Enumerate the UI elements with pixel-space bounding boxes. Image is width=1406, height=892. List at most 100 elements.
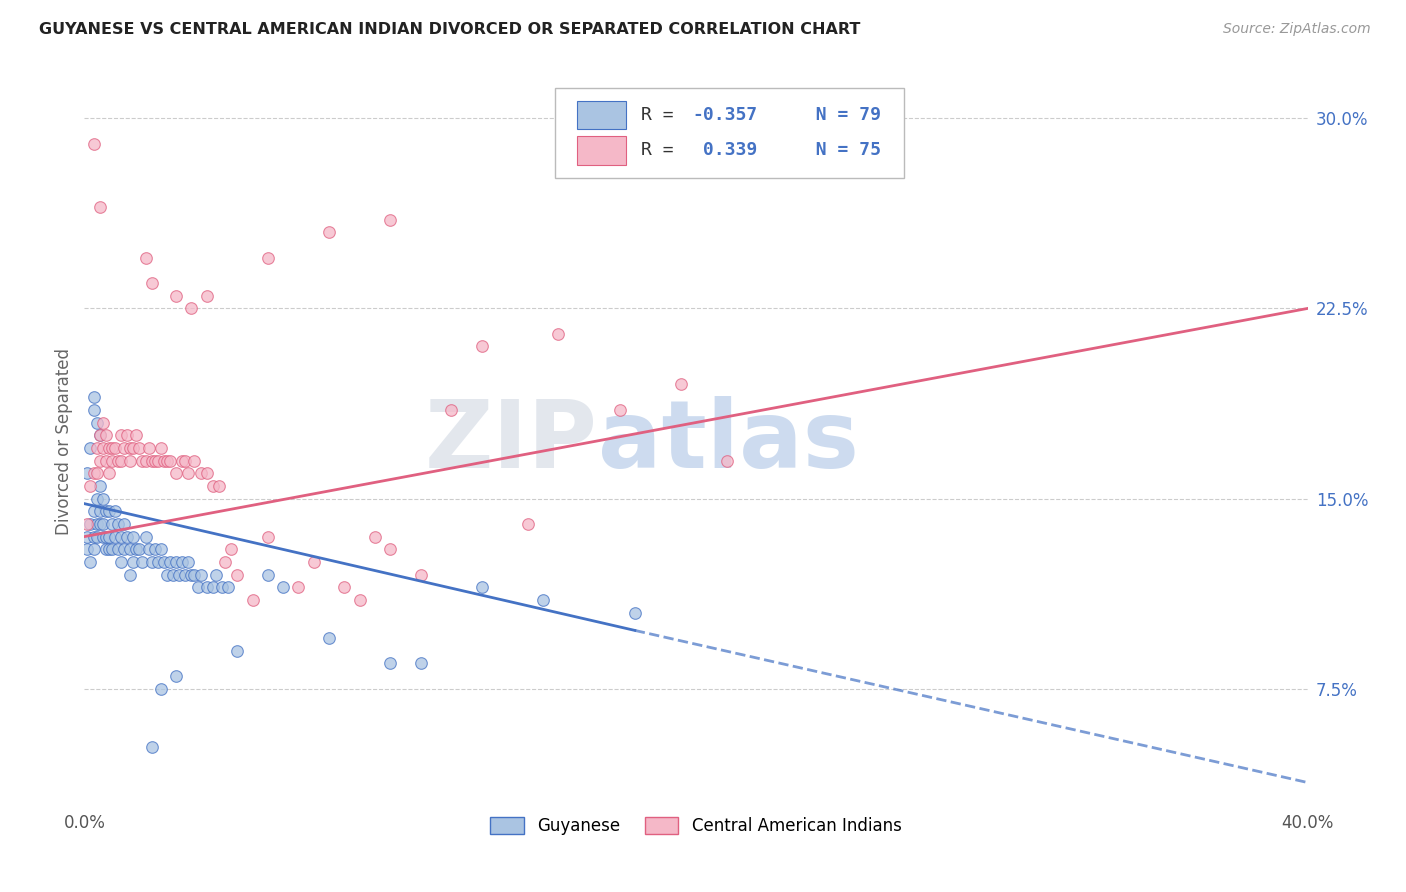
Point <box>115 428 138 442</box>
Point <box>89 479 111 493</box>
Point <box>138 441 160 455</box>
Point <box>143 542 166 557</box>
Point <box>89 516 111 531</box>
Point <box>89 453 111 467</box>
Point <box>201 580 224 594</box>
Point <box>153 555 176 569</box>
Point <box>177 555 200 569</box>
Point <box>195 580 218 594</box>
Point <box>174 567 197 582</box>
Point <box>159 453 181 467</box>
Point <box>131 555 153 569</box>
Point <box>107 516 129 531</box>
Point <box>364 530 387 544</box>
Point <box>186 580 208 594</box>
Point <box>115 530 138 544</box>
Point <box>143 453 166 467</box>
Point <box>83 467 105 481</box>
Point <box>89 428 111 442</box>
Point <box>242 593 264 607</box>
Point <box>86 441 108 455</box>
Point <box>76 542 98 557</box>
Point <box>409 657 432 671</box>
Point <box>177 467 200 481</box>
Point <box>138 542 160 557</box>
FancyBboxPatch shape <box>555 87 904 178</box>
Point <box>122 555 145 569</box>
Point <box>257 251 280 265</box>
Point <box>531 593 554 607</box>
Text: N = 79: N = 79 <box>794 106 880 124</box>
Point <box>110 428 132 442</box>
Point <box>110 530 132 544</box>
Point <box>318 226 340 240</box>
Point <box>257 530 280 544</box>
Point <box>153 453 176 467</box>
Point <box>128 441 150 455</box>
Point <box>190 467 212 481</box>
Point <box>122 441 145 455</box>
Point <box>89 428 111 442</box>
Point <box>97 467 120 481</box>
Point <box>120 567 142 582</box>
Point <box>180 567 202 582</box>
Point <box>83 530 105 544</box>
Point <box>165 669 187 683</box>
Point <box>159 555 181 569</box>
Point <box>128 542 150 557</box>
Point <box>104 441 127 455</box>
Point <box>165 555 187 569</box>
Point <box>226 643 249 657</box>
Point <box>349 593 371 607</box>
Point <box>146 555 169 569</box>
Point <box>94 542 117 557</box>
Point <box>86 530 108 544</box>
Point <box>219 542 242 557</box>
Text: R =: R = <box>641 106 685 124</box>
Point <box>226 567 249 582</box>
Point <box>624 606 647 620</box>
Point <box>167 567 190 582</box>
Point <box>217 580 239 594</box>
Point <box>333 580 356 594</box>
Point <box>83 136 105 151</box>
Point <box>110 555 132 569</box>
Point <box>97 504 120 518</box>
Point <box>125 428 148 442</box>
Point <box>271 580 294 594</box>
Point <box>135 530 157 544</box>
Point <box>180 301 202 316</box>
Point <box>97 441 120 455</box>
Text: R =: R = <box>641 141 685 160</box>
Point <box>94 530 117 544</box>
Point <box>91 441 114 455</box>
Text: GUYANESE VS CENTRAL AMERICAN INDIAN DIVORCED OR SEPARATED CORRELATION CHART: GUYANESE VS CENTRAL AMERICAN INDIAN DIVO… <box>39 22 860 37</box>
Point <box>107 453 129 467</box>
Point <box>76 467 98 481</box>
Point <box>86 491 108 506</box>
Point <box>195 467 218 481</box>
Point <box>94 428 117 442</box>
Point <box>76 530 98 544</box>
Point <box>104 504 127 518</box>
Text: atlas: atlas <box>598 395 859 488</box>
Point <box>609 402 631 417</box>
Point <box>112 516 135 531</box>
Point <box>214 555 236 569</box>
Point <box>79 479 101 493</box>
Point <box>112 441 135 455</box>
Point <box>107 542 129 557</box>
Point <box>318 631 340 645</box>
Point <box>83 504 105 518</box>
Point <box>86 416 108 430</box>
Point <box>94 504 117 518</box>
Point <box>440 402 463 417</box>
Point <box>146 453 169 467</box>
Point <box>89 504 111 518</box>
Point <box>471 580 494 594</box>
Text: N = 75: N = 75 <box>794 141 880 160</box>
Point <box>380 212 402 227</box>
Point <box>165 289 187 303</box>
Point <box>83 402 105 417</box>
Point <box>94 453 117 467</box>
